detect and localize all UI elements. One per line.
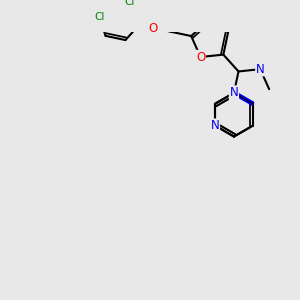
Text: N: N <box>211 119 219 132</box>
Text: N: N <box>230 86 238 99</box>
Text: Cl: Cl <box>124 0 135 8</box>
Text: Cl: Cl <box>94 11 104 22</box>
Text: N: N <box>256 63 265 76</box>
Text: O: O <box>149 22 158 34</box>
Text: O: O <box>196 50 205 64</box>
Text: N: N <box>230 86 238 99</box>
